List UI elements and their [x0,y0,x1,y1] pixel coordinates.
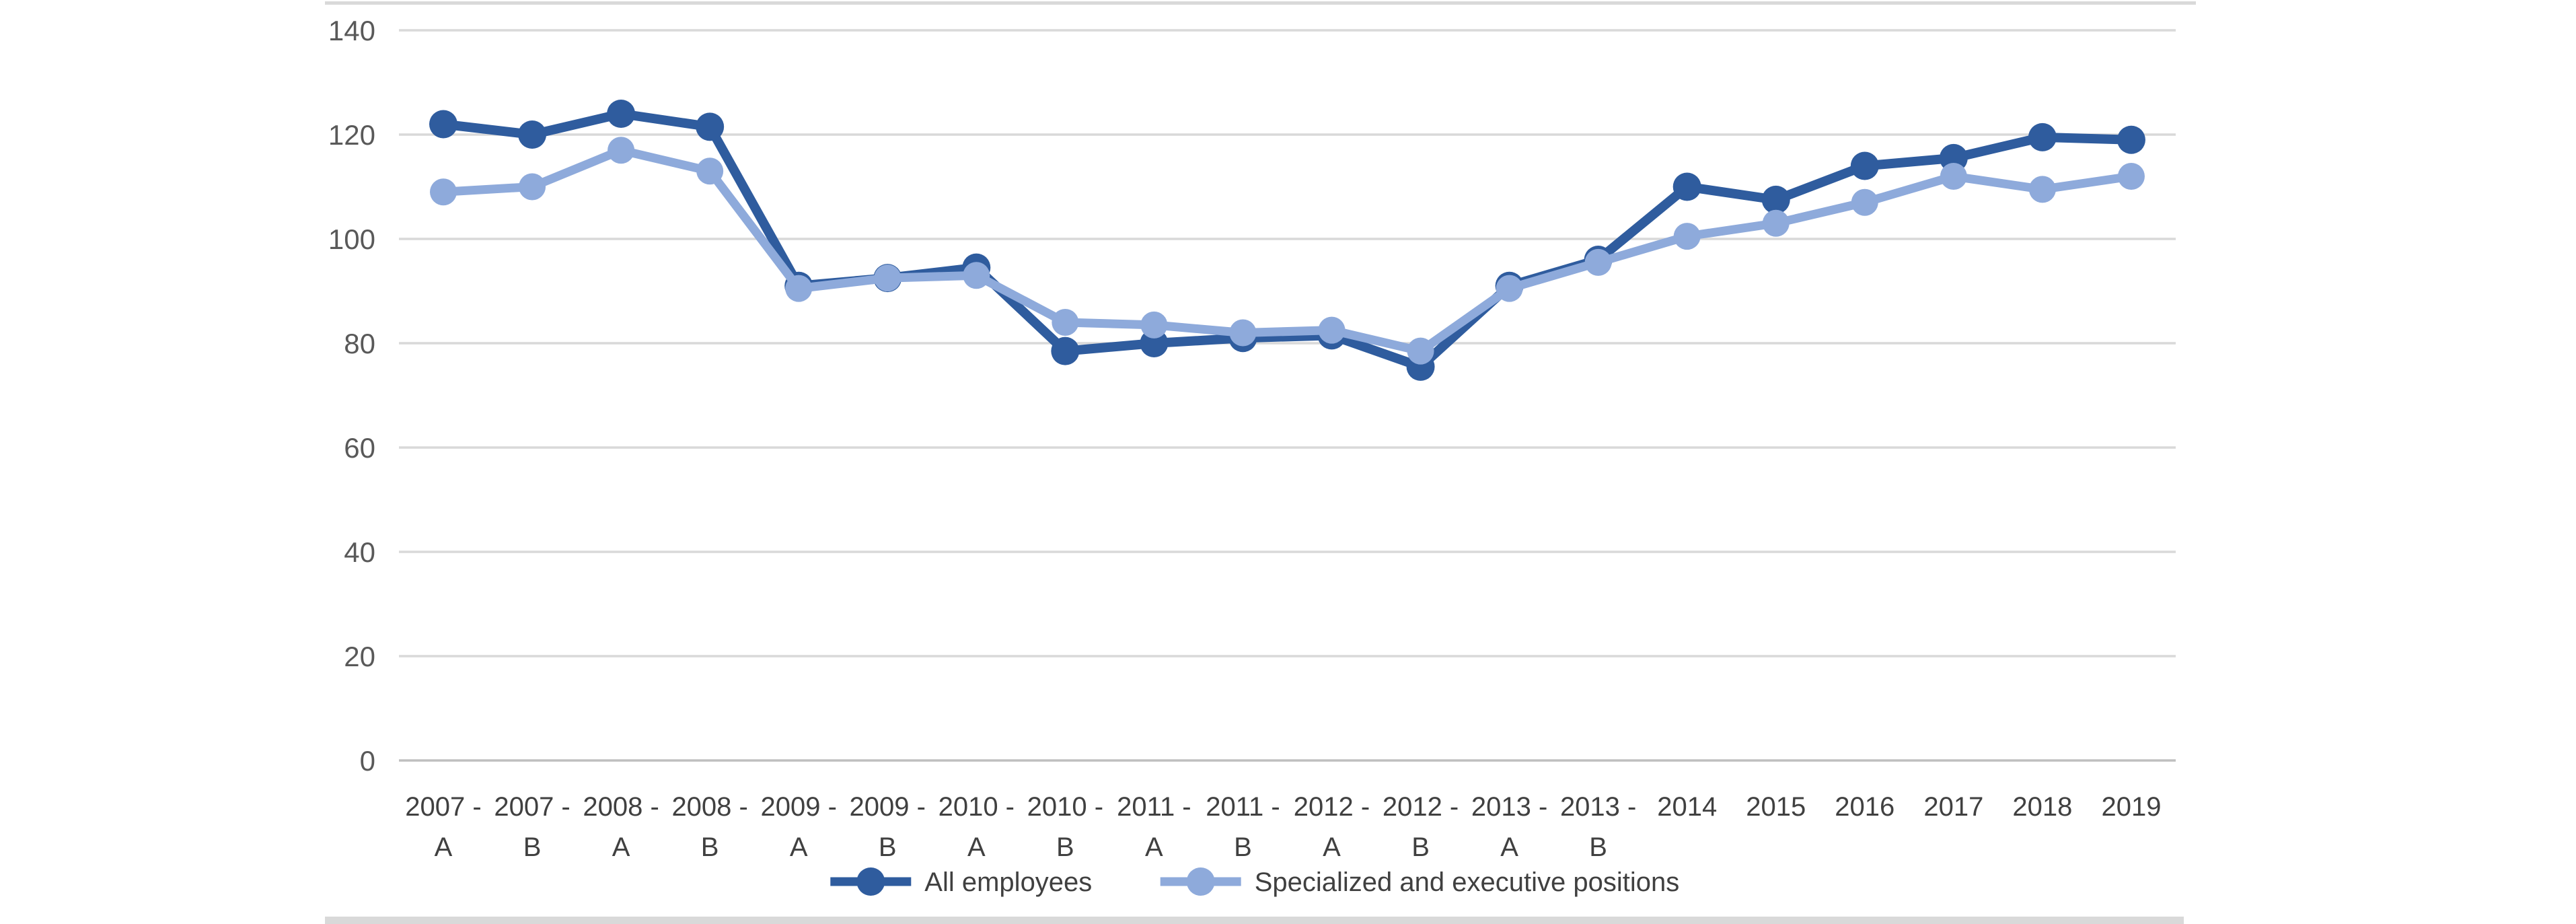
data-point-specialized-and-executive-positions [608,137,635,164]
data-point-specialized-and-executive-positions [1584,248,1612,276]
y-tick-label: 40 [344,536,375,568]
x-tick-label: 2008 - [671,792,747,822]
data-point-specialized-and-executive-positions [2117,163,2145,190]
data-point-all-employees [2117,125,2145,154]
x-tick-label: 2013 - [1471,792,1547,822]
x-tick-label-line2: A [1323,832,1341,862]
data-point-all-employees [1051,336,1080,365]
gridlines-layer [399,29,2176,762]
data-point-specialized-and-executive-positions [1407,337,1434,365]
y-axis-tick-labels: 0 20 40 60 80 100 120 140 [328,15,375,777]
x-tick-label: 2007 - [494,792,570,822]
legend-marker-dot [1186,867,1215,896]
series-line-all-employees [439,109,2136,371]
data-point-all-employees [1672,172,1701,201]
page-edge-strips [325,1,2196,924]
legend-item: All employees [830,867,1092,897]
x-tick-label-line2: A [612,832,630,862]
x-tick-label-line2: A [1500,832,1518,862]
data-point-specialized-and-executive-positions [1318,316,1346,344]
legend-item: Specialized and executive positions [1160,867,1680,897]
series-layer [429,100,2145,381]
data-point-specialized-and-executive-positions [874,264,901,292]
x-tick-label: 2010 - [1027,792,1103,822]
y-tick-label: 60 [344,432,375,464]
data-point-specialized-and-executive-positions [1496,275,1523,302]
data-point-all-employees [1761,185,1790,214]
data-point-all-employees [607,100,636,128]
data-point-all-employees [429,110,457,139]
x-tick-label: 2019 [2101,792,2161,822]
x-tick-label-line2: A [1145,832,1163,862]
data-point-specialized-and-executive-positions [519,173,546,201]
x-tick-label-line2: B [1411,832,1430,862]
x-tick-label: 2010 - [939,792,1015,822]
x-tick-label: 2011 - [1117,792,1191,822]
x-tick-label-line2: B [523,832,542,862]
data-point-specialized-and-executive-positions [1673,223,1701,250]
x-tick-label: 2018 [2012,792,2072,822]
data-point-all-employees [2028,122,2057,151]
chart-legend: All employees Specialized and executive p… [830,867,1679,897]
data-point-specialized-and-executive-positions [2028,176,2056,203]
data-point-specialized-and-executive-positions [1229,319,1257,347]
y-tick-label: 120 [328,119,375,151]
data-point-specialized-and-executive-positions [430,178,457,206]
y-tick-label: 80 [344,328,375,359]
x-tick-label-line2: B [1234,832,1252,862]
x-tick-label-line2: A [435,832,453,862]
legend-marker-dot [856,867,885,896]
x-tick-label: 2009 - [850,792,926,822]
data-point-specialized-and-executive-positions [1940,163,1967,190]
x-tick-label: 2012 - [1294,792,1370,822]
legend-label: Specialized and executive positions [1255,867,1680,897]
x-tick-label: 2007 - [405,792,481,822]
x-tick-label-line2: B [1056,832,1074,862]
y-tick-label: 140 [328,15,375,46]
x-tick-label-line2: B [879,832,897,862]
data-point-specialized-and-executive-positions [696,157,724,185]
x-tick-label: 2009 - [760,792,836,822]
data-point-specialized-and-executive-positions [785,275,813,302]
x-axis-tick-labels: 2007 - A 2007 - B 2008 - A 2008 - B 2009 - A 2009 … [405,792,2161,862]
x-tick-label-line2: A [790,832,808,862]
data-point-all-employees [518,120,547,149]
x-tick-label: 2012 - [1383,792,1459,822]
data-point-all-employees [1850,151,1879,180]
top-edge-strip [325,1,2196,5]
x-tick-label: 2008 - [583,792,659,822]
x-tick-label: 2014 [1657,792,1717,822]
x-tick-label: 2013 - [1560,792,1636,822]
y-tick-label: 20 [344,641,375,672]
x-tick-label-line2: B [701,832,719,862]
y-tick-label: 100 [328,223,375,255]
data-point-specialized-and-executive-positions [1762,209,1790,237]
data-point-specialized-and-executive-positions [963,262,990,289]
data-point-specialized-and-executive-positions [1140,311,1168,339]
x-tick-label: 2017 [1923,792,1983,822]
bottom-edge-strip [325,917,2184,924]
legend-label: All employees [924,867,1092,897]
x-tick-label: 2011 - [1206,792,1280,822]
data-point-specialized-and-executive-positions [1851,188,1878,216]
x-tick-label-line2: B [1589,832,1607,862]
x-tick-label-line2: A [967,832,986,862]
series-line-specialized-and-executive-positions [439,145,2136,356]
data-point-all-employees [696,112,725,141]
data-point-specialized-and-executive-positions [1052,309,1079,336]
y-tick-label: 0 [360,745,375,777]
x-tick-label: 2016 [1835,792,1894,822]
x-tick-label: 2015 [1746,792,1806,822]
